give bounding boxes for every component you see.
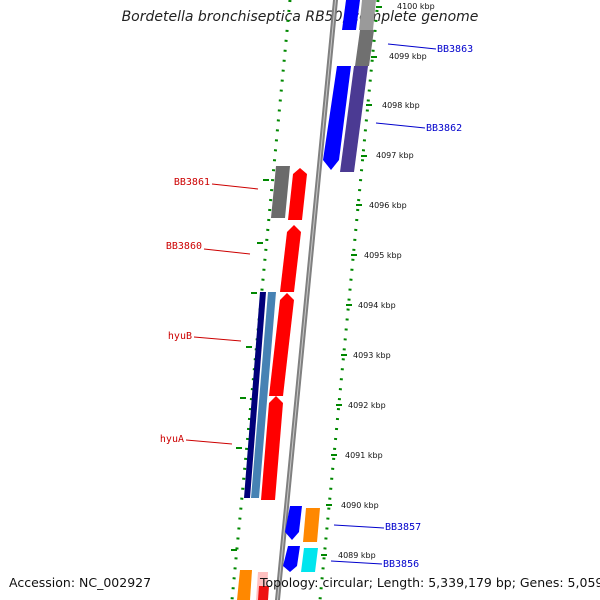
- gene-bb3863-gray[interactable]: [355, 30, 374, 66]
- gene-hyub-red[interactable]: [269, 293, 294, 396]
- tick-label: 4095 kbp: [364, 251, 402, 260]
- backbone-highlight: [277, 0, 336, 600]
- outer-ring-dots-right: [318, 0, 380, 600]
- label-line-hyub: [193, 336, 242, 342]
- gene-label-bb3862[interactable]: BB3862: [426, 123, 462, 134]
- tick-label: 4096 kbp: [369, 201, 407, 210]
- gene-bb3862-purple[interactable]: [340, 66, 368, 172]
- gene-label-hyub[interactable]: hyuB: [168, 331, 192, 342]
- tick-label: 4090 kbp: [341, 501, 379, 510]
- label-line-bb3863: [387, 43, 437, 50]
- label-line-bb3856: [330, 560, 383, 565]
- gene-bb3863-blue[interactable]: [342, 0, 360, 30]
- gene-label-bb3860[interactable]: BB3860: [166, 241, 202, 252]
- label-line-bb3857: [333, 524, 385, 529]
- gene-label-bb3857[interactable]: BB3857: [385, 522, 421, 533]
- gene-bb3857-orange[interactable]: [303, 508, 320, 542]
- gene-label-hyua[interactable]: hyuA: [160, 434, 184, 445]
- gene-bb3862-blue[interactable]: [323, 66, 351, 170]
- gene-label-bb3856[interactable]: BB3856: [383, 559, 419, 570]
- tick-label: 4099 kbp: [389, 52, 427, 61]
- label-line-bb3862: [375, 122, 426, 129]
- topology-text: Topology: circular; Length: 5,339,179 bp…: [260, 575, 600, 590]
- gene-bb3856-cyan[interactable]: [301, 548, 318, 572]
- left-ring-dashes: [231, 179, 269, 551]
- tick-label: 4100 kbp: [397, 2, 435, 11]
- gene-label-bb3861[interactable]: BB3861: [174, 177, 210, 188]
- tick-label: 4089 kbp: [338, 551, 376, 560]
- tick-label: 4094 kbp: [358, 301, 396, 310]
- tick-label: 4092 kbp: [348, 401, 386, 410]
- map-title: Bordetella bronchiseptica RB50, complete…: [121, 9, 479, 25]
- accession-text: Accession: NC_002927: [9, 575, 152, 590]
- tick-marks: [321, 6, 382, 556]
- tick-label: 4091 kbp: [345, 451, 383, 460]
- tick-label: 4093 kbp: [353, 351, 391, 360]
- gene-bottom-red[interactable]: [258, 586, 269, 600]
- gene-hyu-steelblue[interactable]: [251, 292, 276, 498]
- gene-label-bb3863[interactable]: BB3863: [437, 44, 473, 55]
- gene-bottom-orange[interactable]: [237, 570, 252, 600]
- gene-bb3861-gray[interactable]: [271, 166, 290, 218]
- label-line-hyua: [185, 439, 233, 445]
- gene-bb3860-red[interactable]: [280, 225, 301, 292]
- gene-hyua-red[interactable]: [261, 396, 283, 500]
- label-line-bb3860: [203, 248, 251, 255]
- gene-bb3856-blue[interactable]: [283, 546, 300, 572]
- gene-bb3861-red[interactable]: [288, 168, 307, 220]
- label-line-bb3861: [211, 183, 259, 190]
- gene-bb3857-blue[interactable]: [285, 506, 302, 540]
- tick-label: 4097 kbp: [376, 151, 414, 160]
- tick-label: 4098 kbp: [382, 101, 420, 110]
- gene-hyu-navy[interactable]: [244, 292, 266, 498]
- gene-bb3863-top-gray[interactable]: [359, 0, 376, 30]
